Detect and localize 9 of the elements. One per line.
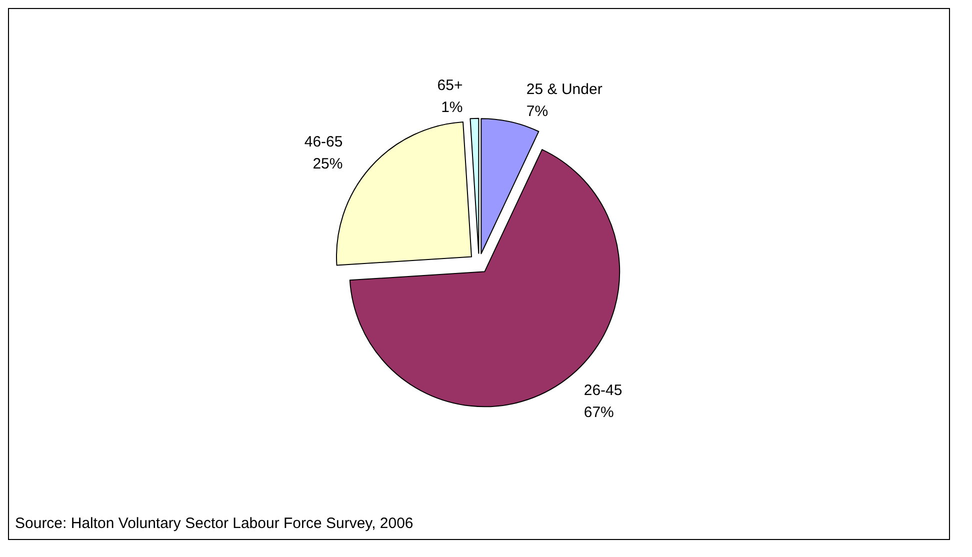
data-label: 67% [584, 404, 614, 422]
data-label: 1% [441, 98, 463, 116]
source-note: Source: Halton Voluntary Sector Labour Force Survey, 2006 [15, 515, 414, 532]
slice-label: 65+ [437, 76, 463, 94]
slice-label: 46-65 [304, 133, 343, 150]
slice-label: 25 & Under [526, 80, 602, 98]
slice-label: 26-45 [584, 382, 622, 400]
data-label: 7% [526, 102, 548, 120]
data-label: 25% [312, 155, 343, 172]
